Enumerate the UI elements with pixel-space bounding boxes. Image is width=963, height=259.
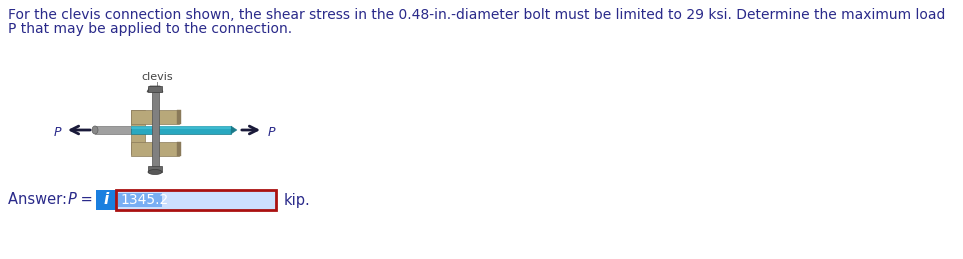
Bar [95, 126, 131, 134]
FancyBboxPatch shape [118, 193, 162, 207]
Text: P: P [268, 126, 274, 139]
Bar [131, 126, 231, 129]
Text: =: = [76, 192, 97, 207]
Text: Answer:: Answer: [8, 192, 71, 207]
Text: P: P [68, 192, 77, 207]
Text: 1345.2: 1345.2 [120, 193, 169, 207]
Text: For the clevis connection shown, the shear stress in the 0.48-in.-diameter bolt : For the clevis connection shown, the she… [8, 8, 946, 22]
Text: P: P [53, 126, 61, 139]
FancyBboxPatch shape [116, 190, 276, 210]
Bar [131, 126, 231, 134]
Bar [131, 110, 145, 154]
FancyBboxPatch shape [96, 190, 116, 210]
Text: kip.: kip. [284, 192, 311, 207]
Bar [148, 166, 162, 172]
Polygon shape [147, 86, 163, 92]
Bar [131, 110, 179, 124]
Text: i: i [103, 192, 109, 207]
Text: clevis: clevis [142, 72, 172, 82]
Bar [177, 142, 181, 156]
Ellipse shape [92, 126, 98, 134]
Ellipse shape [148, 169, 162, 175]
Polygon shape [231, 126, 237, 134]
Bar [148, 86, 162, 92]
Bar [151, 92, 159, 172]
Bar [131, 142, 179, 156]
Text: P that may be applied to the connection.: P that may be applied to the connection. [8, 22, 292, 36]
Bar [177, 110, 181, 124]
